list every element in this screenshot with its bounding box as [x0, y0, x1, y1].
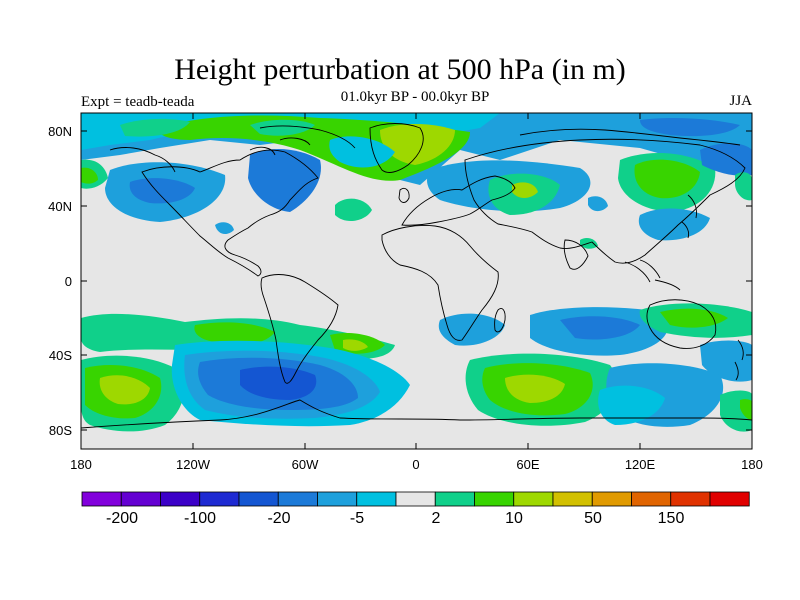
coastline-south-america	[260, 274, 339, 384]
colorbar-box	[631, 491, 672, 507]
contour-region	[638, 208, 710, 241]
colorbar-box	[395, 491, 436, 507]
coastline-japan	[681, 194, 697, 239]
lon-tick-label: 0	[412, 457, 419, 472]
colorbar-box	[81, 491, 122, 507]
coastline-europe	[401, 175, 516, 226]
coastline-africa	[381, 225, 499, 341]
map-panel	[80, 112, 753, 450]
contour-region	[335, 198, 372, 222]
lon-tick-label: 180	[70, 457, 92, 472]
contour-region	[240, 366, 317, 400]
colorbar-label: -100	[184, 510, 216, 527]
coastline-antarctica	[81, 399, 752, 429]
contour-region	[120, 118, 190, 137]
colorbar-label: 10	[505, 510, 523, 527]
season-label: JJA	[729, 93, 752, 109]
colorbar-box	[160, 491, 201, 507]
contour-region	[598, 385, 665, 425]
experiment-label: Expt = teadb-teada	[81, 94, 195, 110]
lon-tick-label: 120E	[625, 457, 656, 472]
lat-tick-label: 40N	[48, 199, 72, 214]
coastline-siberia	[519, 128, 741, 146]
contour-region	[438, 313, 505, 346]
contour-region	[215, 222, 234, 235]
axis-ticks	[80, 113, 753, 449]
contour-region	[329, 136, 395, 168]
colorbar-box	[199, 491, 240, 507]
colorbar-label: -20	[267, 510, 290, 527]
coastline-new-zealand	[734, 339, 744, 381]
contour-region	[129, 178, 195, 204]
lon-tick-label: 60E	[516, 457, 539, 472]
colorbar-label: -5	[350, 510, 364, 527]
coastline-asia	[464, 138, 746, 264]
lon-tick-label: 60W	[292, 457, 319, 472]
colorbar-label: -200	[106, 510, 138, 527]
contour-region	[660, 308, 728, 328]
coastline-alaska	[109, 147, 176, 173]
colorbar-label: 2	[432, 510, 441, 527]
contour-region	[343, 339, 368, 351]
colorbar-box	[552, 491, 593, 507]
lon-tick-label: 180	[741, 457, 763, 472]
lat-tick-label: 80N	[48, 124, 72, 139]
colorbar-box	[709, 491, 750, 507]
coastline-greenland	[369, 123, 424, 173]
contour-region	[512, 182, 538, 198]
lon-tick-label: 120W	[176, 457, 211, 472]
contour-region	[700, 340, 752, 382]
coastline-north-america	[141, 149, 319, 277]
colorbar-box	[277, 491, 318, 507]
map-title: Height perturbation at 500 hPa (in m)	[174, 53, 626, 86]
contour-region	[380, 124, 455, 165]
contour-region	[634, 159, 700, 199]
contour-region	[640, 117, 740, 137]
colorbar-box	[356, 491, 397, 507]
contour-fill-layer	[81, 113, 752, 432]
colorbar-box	[474, 491, 515, 507]
coastline-arctic-islands	[249, 125, 356, 156]
coastline-se-asia	[624, 259, 681, 291]
colorbar-label: 150	[658, 510, 685, 527]
colorbar-box	[513, 491, 554, 507]
colorbar-box	[317, 491, 358, 507]
contour-region	[740, 399, 752, 420]
contour-region	[735, 172, 752, 201]
colorbar-box	[670, 491, 711, 507]
map-subtitle: 01.0kyr BP - 00.0kyr BP	[340, 89, 490, 105]
lat-axis: 80N 40N 0 40S 80S	[48, 124, 72, 438]
contour-region	[250, 119, 315, 136]
coastline-australia	[646, 299, 717, 349]
colorbar-labels: -200 -100 -20 -5 2 10 50 150	[106, 510, 684, 527]
contour-region	[81, 167, 98, 184]
contour-region	[248, 148, 321, 212]
contour-region	[588, 196, 608, 212]
contour-region	[194, 322, 275, 345]
colorbar-box	[238, 491, 279, 507]
contour-region	[560, 316, 640, 340]
colorbar	[81, 491, 750, 507]
contour-region	[505, 374, 565, 403]
colorbar-label: 50	[584, 510, 602, 527]
contour-region	[700, 143, 752, 176]
lat-tick-label: 80S	[49, 423, 72, 438]
contour-region	[99, 375, 150, 405]
colorbar-box	[434, 491, 475, 507]
coastline-layer	[81, 123, 752, 429]
coastline-british-isles	[398, 187, 410, 203]
colorbar-box	[120, 491, 161, 507]
lat-tick-label: 40S	[49, 348, 72, 363]
coastline-india	[563, 239, 589, 270]
colorbar-box	[591, 491, 632, 507]
coastline-madagascar	[494, 308, 506, 333]
lat-tick-label: 0	[65, 274, 72, 289]
lon-axis: 180 120W 60W 0 60E 120E 180	[70, 457, 763, 472]
